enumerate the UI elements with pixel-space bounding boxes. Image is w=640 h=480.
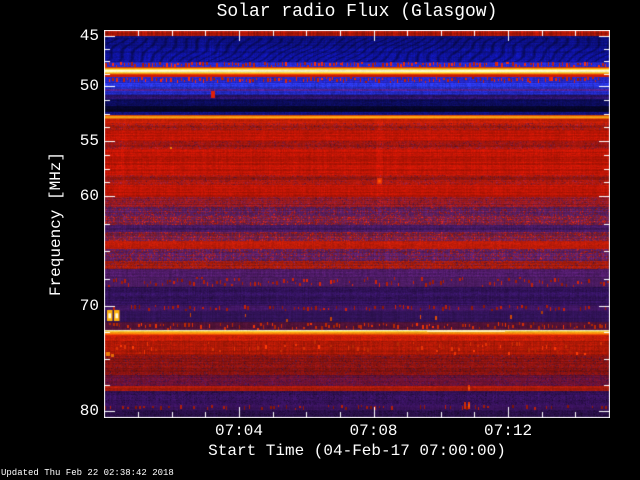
y-axis-title: Frequency [MHz] — [47, 151, 65, 297]
y-tick-label: 60 — [79, 187, 99, 205]
y-tick-label: 45 — [79, 27, 99, 45]
x-axis-title: Start Time (04-Feb-17 07:00:00) — [208, 442, 506, 460]
y-tick-label: 80 — [79, 402, 99, 420]
x-tick-label: 07:08 — [349, 422, 398, 440]
chart-title: Solar radio Flux (Glasgow) — [216, 2, 498, 22]
spectrogram-canvas — [104, 30, 610, 418]
x-tick-label: 07:12 — [484, 422, 533, 440]
y-tick-label: 50 — [79, 77, 99, 95]
x-tick-label: 07:04 — [215, 422, 264, 440]
y-tick-label: 70 — [79, 297, 99, 315]
updated-timestamp: Updated Thu Feb 22 02:38:42 2018 — [1, 468, 174, 478]
y-tick-label: 55 — [79, 132, 99, 150]
